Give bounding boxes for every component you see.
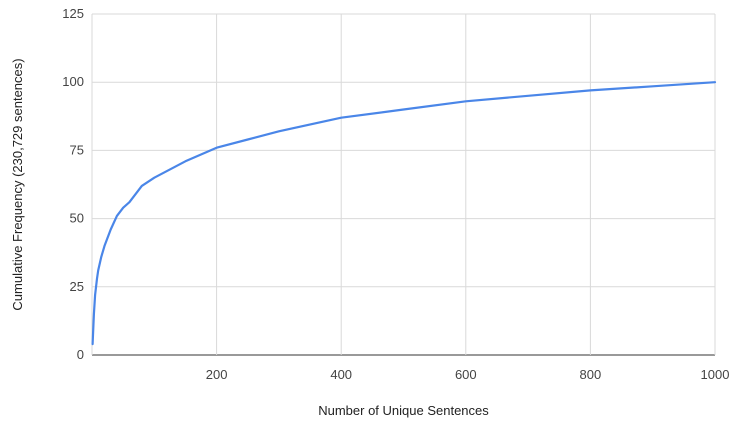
y-tick-label: 75 <box>70 142 84 157</box>
x-tick-label: 800 <box>580 367 602 382</box>
y-axis-title: Cumulative Frequency (230,729 sentences) <box>10 58 25 310</box>
x-axis-title: Number of Unique Sentences <box>318 403 489 418</box>
y-tick-label: 25 <box>70 279 84 294</box>
series-group <box>91 81 717 346</box>
y-axis-ticks: 0 25 50 75 100 125 <box>62 6 84 362</box>
x-tick-label: 200 <box>206 367 228 382</box>
grid <box>91 13 716 356</box>
y-tick-label: 0 <box>77 347 84 362</box>
series-line <box>91 81 717 346</box>
x-tick-label: 1000 <box>701 367 730 382</box>
x-tick-label: 600 <box>455 367 477 382</box>
y-tick-label: 125 <box>62 6 84 21</box>
x-axis-ticks: 200 400 600 800 1000 <box>206 367 730 382</box>
y-tick-label: 50 <box>70 211 84 226</box>
y-tick-label: 100 <box>62 74 84 89</box>
x-tick-label: 400 <box>330 367 352 382</box>
